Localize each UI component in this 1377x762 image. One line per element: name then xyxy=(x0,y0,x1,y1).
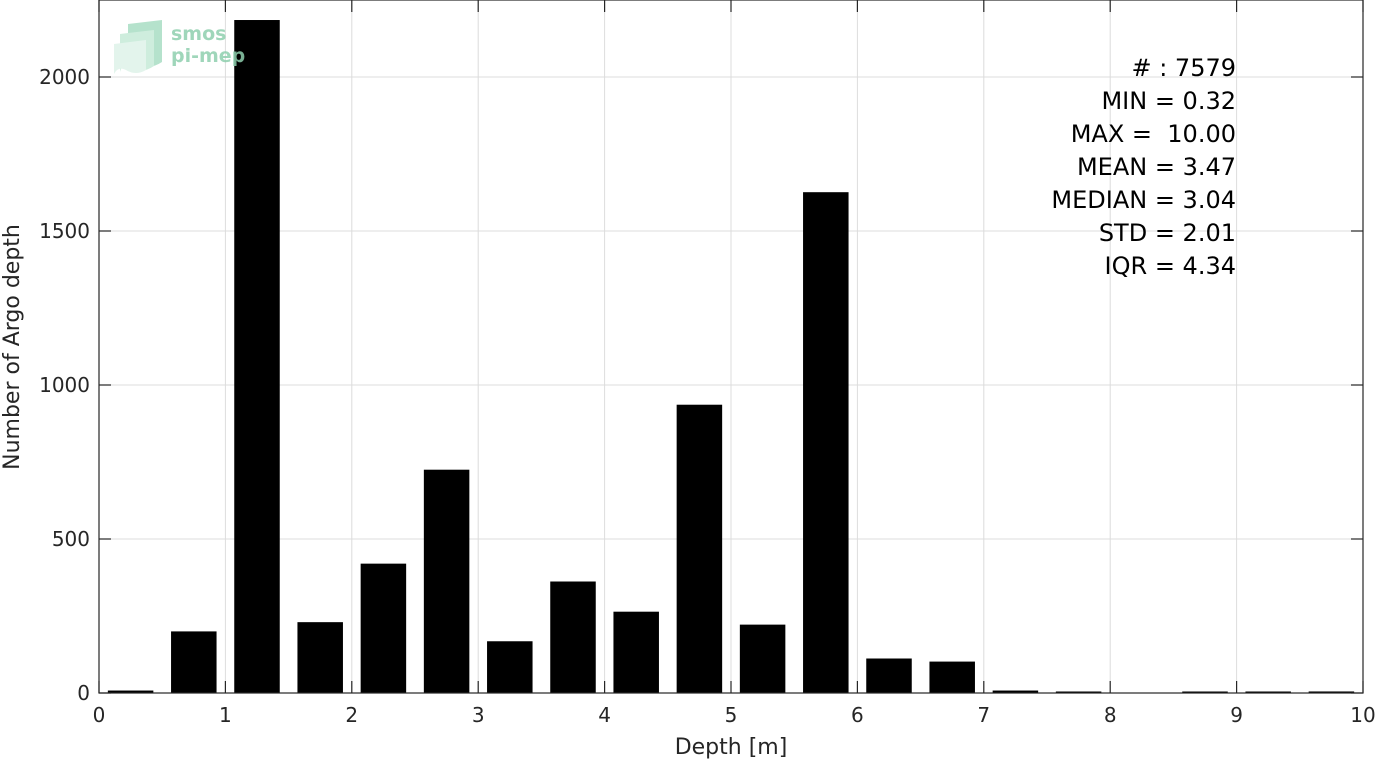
x-tick-label: 0 xyxy=(93,703,106,727)
histogram-bar xyxy=(107,690,154,693)
logo-wave-front xyxy=(114,40,146,74)
y-tick-label: 1000 xyxy=(39,373,90,397)
logo-line2: pi-mep xyxy=(171,45,245,67)
histogram-bar xyxy=(866,658,912,693)
x-tick-label: 7 xyxy=(977,703,990,727)
histogram-bar xyxy=(297,622,343,693)
stat-line: MEDIAN = 3.04 xyxy=(1051,186,1236,214)
histogram-bar xyxy=(360,563,407,693)
y-tick-labels: 0 500 1000 1500 2000 xyxy=(39,65,90,705)
histogram-bar xyxy=(550,581,596,693)
stat-line: MEAN = 3.47 xyxy=(1077,153,1236,181)
stat-line: IQR = 4.34 xyxy=(1105,252,1236,280)
histogram-bar xyxy=(676,404,723,693)
x-tick-label: 10 xyxy=(1350,703,1375,727)
histogram-bar xyxy=(613,611,659,693)
histogram-bar xyxy=(739,624,786,693)
y-tick-label: 0 xyxy=(77,681,90,705)
y-tick-label: 2000 xyxy=(39,65,90,89)
y-tick-label: 1500 xyxy=(39,219,90,243)
histogram-bar xyxy=(803,192,849,693)
x-tick-labels: 0 1 2 3 4 5 6 7 8 9 10 xyxy=(93,703,1376,727)
x-axis-label: Depth [m] xyxy=(675,735,788,760)
x-tick-label: 9 xyxy=(1230,703,1243,727)
smos-pi-mep-logo: smos pi-mep xyxy=(114,20,245,74)
x-tick-label: 1 xyxy=(219,703,232,727)
stat-line: STD = 2.01 xyxy=(1099,219,1236,247)
x-tick-label: 3 xyxy=(472,703,485,727)
histogram-bar xyxy=(1055,691,1102,693)
bars xyxy=(107,20,1355,693)
stat-line: MAX = 10.00 xyxy=(1071,120,1236,148)
axis-ticks xyxy=(98,0,1364,694)
histogram-bar xyxy=(992,690,1039,693)
histogram-bar xyxy=(1245,691,1291,693)
histogram-bar xyxy=(929,661,975,693)
logo-line1: smos xyxy=(171,23,226,45)
histogram-bar xyxy=(1308,691,1355,693)
x-tick-label: 4 xyxy=(598,703,611,727)
y-tick-label: 500 xyxy=(52,527,90,551)
x-tick-label: 6 xyxy=(851,703,864,727)
stat-line: # : 7579 xyxy=(1131,54,1236,82)
histogram-bar xyxy=(1182,691,1228,693)
x-tick-label: 5 xyxy=(725,703,738,727)
histogram-bar xyxy=(234,20,280,693)
histogram-bar xyxy=(423,469,470,693)
stat-line: MIN = 0.32 xyxy=(1101,87,1236,115)
statistics-annotation: # : 7579 MIN = 0.32 MAX = 10.00 MEAN = 3.47… xyxy=(1051,54,1236,280)
x-tick-label: 8 xyxy=(1104,703,1117,727)
y-axis-label: Number of Argo depth xyxy=(0,224,25,470)
histogram-bar xyxy=(171,631,217,693)
x-tick-label: 2 xyxy=(345,703,358,727)
histogram-bar xyxy=(487,641,533,693)
grid xyxy=(99,0,1363,693)
